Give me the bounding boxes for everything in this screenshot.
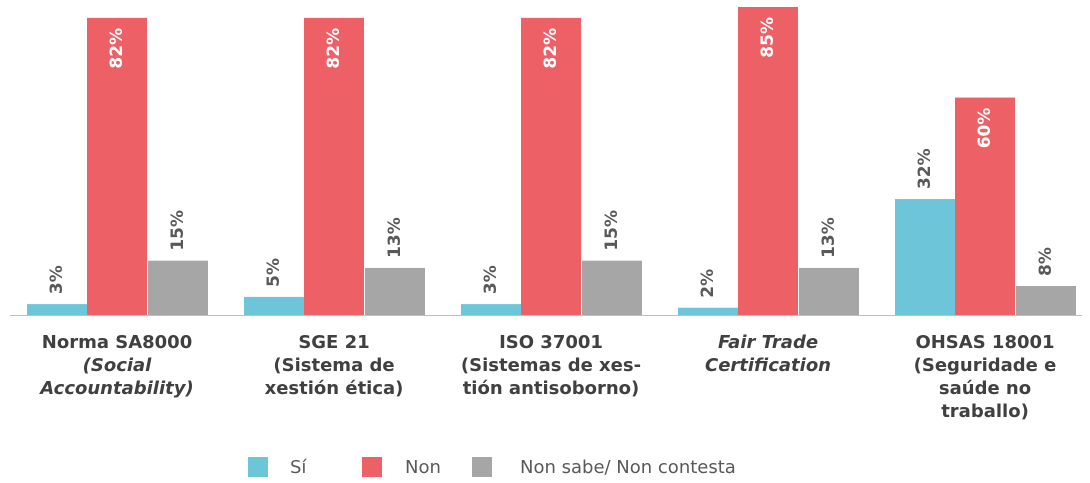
bar xyxy=(738,7,798,315)
value-label: 82% xyxy=(107,28,127,69)
value-label: 3% xyxy=(47,265,67,294)
legend-swatch xyxy=(362,457,382,477)
bar xyxy=(955,97,1015,316)
legend-swatch xyxy=(472,457,492,477)
bar xyxy=(244,296,304,315)
category-label: (Sistemas de xes- xyxy=(461,355,641,376)
category-label: saúde no xyxy=(939,378,1031,399)
value-label: 2% xyxy=(698,269,718,298)
value-label: 5% xyxy=(264,258,284,287)
bar xyxy=(521,17,581,316)
category-label: xestión ética) xyxy=(265,378,404,399)
bar xyxy=(87,17,147,316)
legend-swatch xyxy=(248,457,268,477)
value-label: 3% xyxy=(481,265,501,294)
legend-label: Sí xyxy=(290,457,307,478)
bar xyxy=(304,17,364,316)
category-label: Accountability) xyxy=(38,378,193,399)
bar xyxy=(365,267,425,315)
value-label: 82% xyxy=(541,28,561,69)
bar xyxy=(678,307,738,315)
category-label: traballo) xyxy=(941,401,1029,422)
value-label: 15% xyxy=(168,210,188,251)
category-label: (Seguridade e xyxy=(914,355,1057,376)
value-label: 13% xyxy=(819,217,839,258)
value-label: 8% xyxy=(1036,247,1056,276)
bar xyxy=(799,267,859,315)
value-label: 15% xyxy=(602,210,622,251)
category-label: SGE 21 xyxy=(298,332,369,353)
category-label: Fair Trade xyxy=(718,332,818,353)
value-label: 13% xyxy=(385,217,405,258)
category-label: OHSAS 18001 xyxy=(915,332,1054,353)
value-label: 85% xyxy=(758,17,778,58)
legend-label: Non xyxy=(405,457,441,478)
value-label: 60% xyxy=(975,108,995,149)
bar xyxy=(895,199,955,315)
bar xyxy=(1016,286,1076,315)
category-label: (Social xyxy=(83,355,153,376)
value-label: 32% xyxy=(915,148,935,189)
bar xyxy=(461,304,521,315)
bar xyxy=(27,304,87,315)
value-label: 82% xyxy=(324,28,344,69)
category-label: Certification xyxy=(705,355,831,376)
legend-label: Non sabe/ Non contesta xyxy=(520,457,736,478)
category-label: tión antisoborno) xyxy=(463,378,640,399)
category-label: (Sistema de xyxy=(273,355,394,376)
bar xyxy=(582,260,642,315)
bar xyxy=(148,260,208,315)
category-label: ISO 37001 xyxy=(499,332,603,353)
category-label: Norma SA8000 xyxy=(42,332,192,353)
